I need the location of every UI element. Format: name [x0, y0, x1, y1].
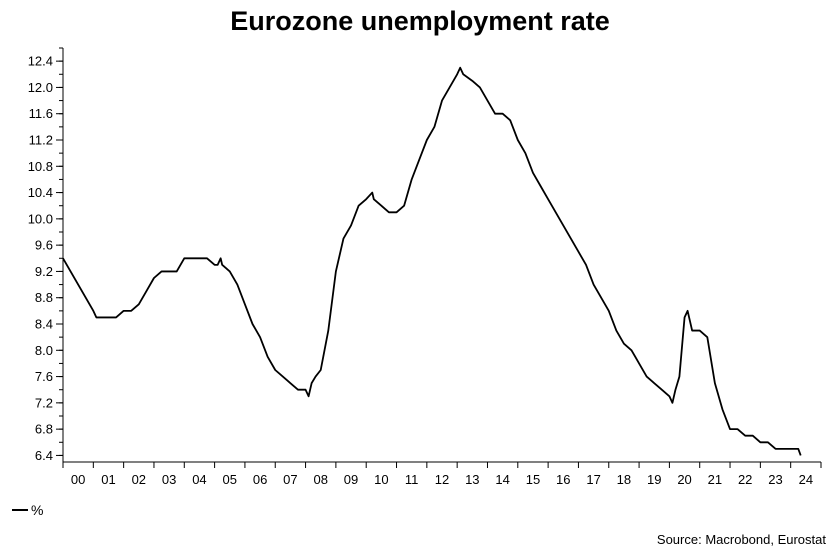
chart-title: Eurozone unemployment rate [230, 6, 610, 36]
x-tick-label: 07 [283, 472, 297, 487]
x-tick-label: 21 [708, 472, 722, 487]
x-tick-label: 00 [71, 472, 85, 487]
y-tick-label: 8.0 [35, 343, 53, 358]
series-line [62, 66, 802, 456]
x-tick-label: 10 [374, 472, 388, 487]
x-tick-label: 01 [101, 472, 115, 487]
y-tick-label: 6.8 [35, 422, 53, 437]
y-tick-label: 10.0 [28, 211, 53, 226]
legend-label: % [31, 502, 44, 518]
y-axis: 6.4 6.8 7.2 7.6 8.0 8.4 8.8 9.2 9.6 10.0 10.4 10.8 1… [28, 47, 64, 463]
plot-area [62, 66, 802, 456]
x-tick-label: 03 [162, 472, 176, 487]
y-tick-label: 10.4 [28, 185, 53, 200]
x-tick-label: 02 [132, 472, 146, 487]
x-tick-label: 12 [435, 472, 449, 487]
x-tick-label: 15 [526, 472, 540, 487]
legend-line-swatch [12, 509, 28, 511]
y-tick-label: 10.8 [28, 159, 53, 174]
x-tick-label: 23 [768, 472, 782, 487]
x-tick-label: 05 [223, 472, 237, 487]
y-tick-label: 11.2 [29, 133, 53, 148]
x-tick-label: 20 [677, 472, 691, 487]
x-tick-label: 06 [253, 472, 267, 487]
x-tick-label: 11 [405, 472, 419, 487]
x-tick-label: 08 [313, 472, 327, 487]
y-tick-label: 8.4 [35, 317, 53, 332]
x-axis: 00 01 02 03 04 05 06 07 08 09 10 11 12 13 14 15 16 17 18 19… [62, 461, 822, 487]
x-tick-label: 18 [617, 472, 631, 487]
legend: % [12, 502, 43, 518]
x-tick-label: 22 [738, 472, 752, 487]
y-tick-label: 7.6 [35, 369, 53, 384]
x-tick-label: 04 [192, 472, 206, 487]
x-tick-label: 19 [647, 472, 661, 487]
x-tick-label: 17 [586, 472, 600, 487]
x-tick-label: 13 [465, 472, 479, 487]
y-tick-label: 7.2 [35, 395, 53, 410]
y-tick-label: 8.8 [35, 290, 53, 305]
x-tick-label: 09 [344, 472, 358, 487]
y-tick-label: 6.4 [35, 448, 53, 463]
y-tick-label: 12.4 [28, 54, 53, 69]
y-tick-label: 9.6 [35, 238, 53, 253]
x-tick-label: 24 [799, 472, 813, 487]
x-tick-label: 14 [495, 472, 509, 487]
x-tick-label: 16 [556, 472, 570, 487]
y-tick-label: 11.6 [29, 106, 53, 121]
y-tick-label: 9.2 [35, 264, 53, 279]
source-note: Source: Macrobond, Eurostat [656, 532, 826, 547]
y-tick-label: 12.0 [28, 80, 53, 95]
